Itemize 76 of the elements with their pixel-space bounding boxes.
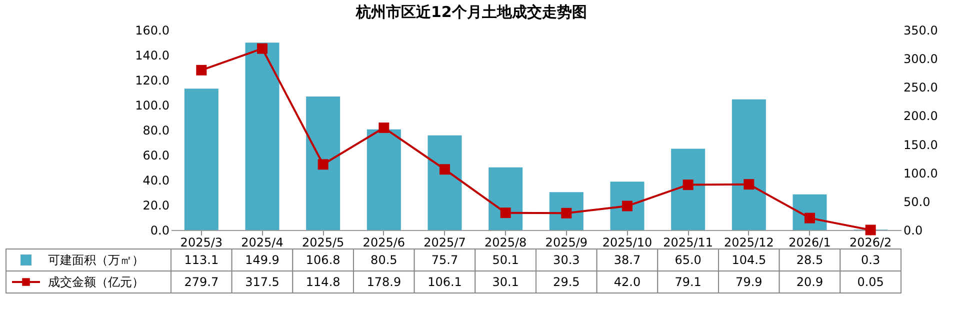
data-label: 0.3 <box>861 253 880 267</box>
x-tick-label: 2025/3 <box>180 236 223 250</box>
y-tick-label: 120.0 <box>135 74 170 88</box>
data-label: 113.1 <box>184 253 219 267</box>
y-tick-label: 40.0 <box>142 174 170 188</box>
x-tick-label: 2025/10 <box>602 236 652 250</box>
data-label: 38.7 <box>614 253 641 267</box>
bar <box>610 182 644 230</box>
point <box>682 180 694 190</box>
y2-tick-label: 0.0 <box>904 224 923 238</box>
y2-tick-label: 350.0 <box>904 24 938 38</box>
x-tick-label: 2025/11 <box>663 236 714 250</box>
bar <box>428 135 462 230</box>
point <box>196 64 207 76</box>
bar <box>732 99 766 230</box>
data-label: 20.9 <box>796 275 824 289</box>
y-tick-label: 160.0 <box>135 24 170 38</box>
data-label: 106.1 <box>428 275 462 289</box>
legend-label: 成交金额（亿元） <box>48 275 144 289</box>
data-label: 178.9 <box>366 275 402 289</box>
point <box>744 179 754 190</box>
data-label: 279.7 <box>184 275 219 289</box>
data-label: 79.1 <box>674 275 702 289</box>
y2-tick-label: 300.0 <box>904 52 938 66</box>
bar <box>488 167 523 230</box>
data-label: 65.0 <box>674 253 702 267</box>
point <box>865 224 876 236</box>
x-tick-label: 2025/8 <box>484 236 527 250</box>
y-tick-label: 20.0 <box>142 198 170 212</box>
x-tick-label: 2025/6 <box>362 236 406 250</box>
y-tick-label: 80.0 <box>142 124 170 138</box>
data-label: 79.9 <box>736 275 762 289</box>
data-label: 75.7 <box>431 253 458 267</box>
chart-title: 杭州市区近12个月土地成交走势图 <box>354 3 587 21</box>
y-tick-label: 100.0 <box>135 98 170 112</box>
x-tick-label: 2025/5 <box>302 236 344 250</box>
x-tick-label: 2025/7 <box>424 236 466 250</box>
bar <box>184 88 218 230</box>
bar <box>366 129 401 230</box>
y2-tick-label: 150.0 <box>904 138 938 152</box>
y-tick-label: 0.0 <box>150 224 170 238</box>
y2-tick-label: 250.0 <box>904 80 938 95</box>
bar <box>245 42 280 230</box>
bar <box>671 148 706 230</box>
data-label: 42.0 <box>614 275 641 289</box>
data-label: 50.1 <box>492 253 519 267</box>
data-label: 80.5 <box>370 253 398 267</box>
data-label: 114.8 <box>306 275 340 289</box>
data-label: 317.5 <box>245 275 280 289</box>
point <box>804 212 815 224</box>
data-label: 0.05 <box>857 275 884 289</box>
point <box>318 159 328 170</box>
point <box>622 200 632 212</box>
data-label: 104.5 <box>732 253 766 267</box>
x-tick-label: 2025/12 <box>724 236 774 250</box>
bar <box>306 96 340 230</box>
data-label: 30.3 <box>553 253 580 267</box>
point <box>378 122 390 134</box>
y2-tick-label: 50.0 <box>904 194 930 209</box>
legend-label: 可建面积（万㎡） <box>48 253 144 267</box>
y-tick-label: 60.0 <box>142 148 170 162</box>
data-label: 149.9 <box>245 253 280 267</box>
x-tick-label: 2026/1 <box>788 236 831 250</box>
y2-tick-label: 100.0 <box>904 166 938 180</box>
x-tick-label: 2026/2 <box>849 236 892 250</box>
x-tick-label: 2025/9 <box>545 236 588 250</box>
data-label: 28.5 <box>796 253 824 267</box>
data-label: 106.8 <box>306 253 340 267</box>
data-label: 30.1 <box>492 275 519 289</box>
y2-tick-label: 200.0 <box>904 109 938 124</box>
point <box>257 43 268 54</box>
point <box>440 164 450 175</box>
x-tick-label: 2025/4 <box>241 236 284 250</box>
data-label: 29.5 <box>553 275 580 289</box>
y-tick-label: 140.0 <box>135 48 170 62</box>
point <box>500 208 511 218</box>
